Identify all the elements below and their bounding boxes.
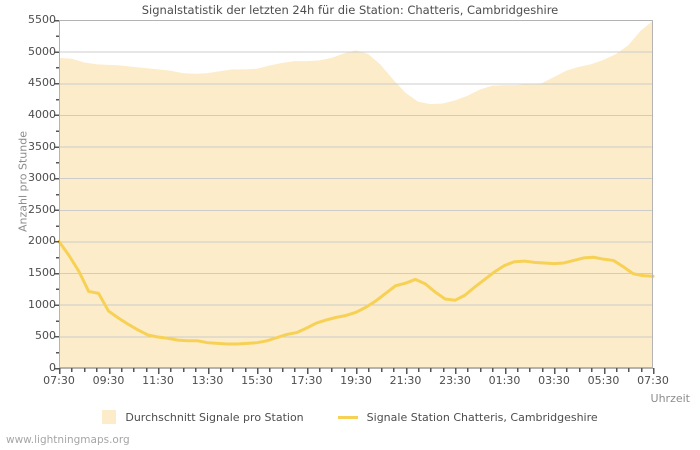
- legend-item-station: Signale Station Chatteris, Cambridgeshir…: [337, 410, 598, 424]
- area-swatch-icon: [102, 410, 117, 424]
- y-axis-tick-labels: 0 500 1000 1500 2000 2500 3000 3500 4000 4500 5000…: [0, 0, 56, 450]
- x-tick-label: 13:30: [191, 374, 224, 387]
- y-tick-label: 1000: [28, 297, 56, 311]
- average-signals-area: [59, 20, 653, 368]
- y-tick-label: 2500: [28, 202, 56, 216]
- x-axis-title: Uhrzeit: [650, 392, 690, 405]
- x-tick-label: 23:30: [439, 374, 471, 387]
- x-tick-label: 17:30: [290, 374, 323, 387]
- y-tick-label: 1500: [28, 266, 56, 280]
- x-tick-label: 11:30: [142, 374, 174, 387]
- legend-label-station: Signale Station Chatteris, Cambridgeshir…: [366, 410, 598, 424]
- line-swatch-icon: [337, 415, 358, 419]
- y-tick-label: 3500: [28, 139, 56, 153]
- legend-item-average: Durchschnitt Signale pro Station: [102, 410, 304, 424]
- footer-url: www.lightningmaps.org: [6, 434, 130, 446]
- x-tick-label: 01:30: [488, 374, 521, 387]
- x-tick-label: 09:30: [92, 374, 125, 387]
- y-tick-label: 0: [49, 361, 56, 374]
- y-tick-label: 5500: [28, 13, 56, 26]
- x-tick-label: 19:30: [340, 374, 372, 387]
- x-tick-label: 07:30: [43, 374, 75, 387]
- y-tick-label: 500: [35, 329, 56, 343]
- x-tick-label: 15:30: [241, 374, 273, 387]
- station-signals-line: [57, 239, 655, 346]
- y-tick-label: 4500: [28, 76, 56, 90]
- x-tick-label: 05:30: [587, 374, 620, 387]
- chart-title: Signalstatistik der letzten 24h für die …: [141, 3, 559, 17]
- chart-legend: Durchschnitt Signale pro Station Signale…: [0, 410, 700, 424]
- y-tick-label: 5000: [28, 44, 56, 58]
- x-tick-label: 03:30: [538, 374, 570, 387]
- legend-label-average: Durchschnitt Signale pro Station: [125, 410, 304, 424]
- x-tick-label: 07:30: [637, 374, 669, 387]
- y-tick-label: 2000: [28, 234, 56, 248]
- plot-border: [59, 20, 653, 368]
- x-tick-label: 21:30: [389, 374, 422, 387]
- y-tick-label: 4000: [28, 107, 56, 121]
- y-tick-label: 3000: [28, 171, 56, 185]
